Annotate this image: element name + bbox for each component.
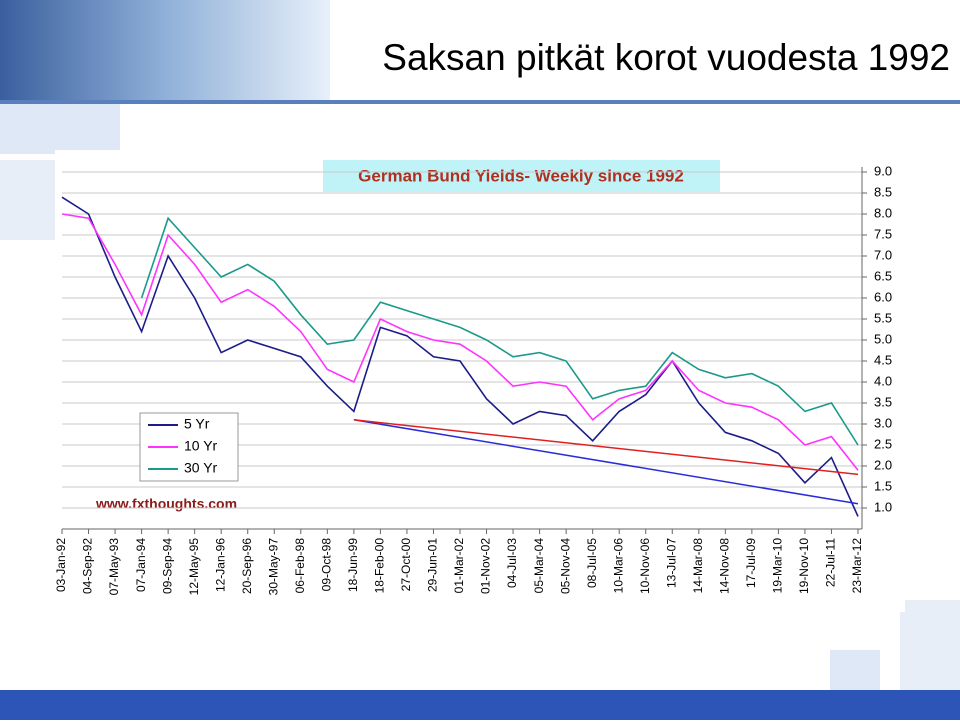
slide-title: Saksan pitkät korot vuodesta 1992 [382,37,950,78]
x-tick-label: 29-Jun-01 [426,538,440,592]
header-image [0,0,330,100]
y-tick-label: 4.0 [874,373,892,388]
y-tick-label: 3.5 [874,394,892,409]
y-tick-label: 2.0 [874,457,892,472]
x-tick-label: 10-Mar-06 [611,538,625,594]
source: www.fxthoughts.com [95,496,237,512]
x-tick-label: 04-Jul-03 [505,538,519,588]
y-tick-label: 8.0 [874,205,892,220]
x-tick-label: 05-Mar-04 [532,538,546,594]
chart-title: German Bund Yields- Weekly since 1992 [358,166,684,185]
x-tick-label: 09-Oct-98 [320,538,334,592]
y-tick-label: 1.0 [874,499,892,514]
x-tick-label: 05-Nov-04 [558,538,572,594]
x-tick-label: 13-Jul-07 [664,538,678,588]
deco [0,104,120,154]
y-tick-label: 7.0 [874,247,892,262]
y-tick-label: 2.5 [874,436,892,451]
x-tick-label: 14-Mar-08 [691,538,705,594]
deco [900,600,960,690]
x-tick-label: 12-Jan-96 [213,538,227,592]
x-tick-label: 08-Jul-05 [585,538,599,588]
chart-title-box [323,160,720,192]
x-tick-label: 10-Nov-06 [638,538,652,594]
x-tick-label: 04-Sep-92 [81,538,95,594]
x-tick-label: 20-Sep-96 [240,538,254,594]
x-tick-label: 19-Mar-10 [771,538,785,594]
x-tick-label: 01-Mar-02 [452,538,466,594]
deco [830,650,880,690]
header-rule [0,100,960,104]
x-tick-label: 03-Jan-92 [54,538,68,592]
legend-label: 5 Yr [184,416,210,432]
x-tick-label: 22-Jul-11 [824,538,838,587]
y-tick-label: 9.0 [874,163,892,178]
y-tick-label: 6.0 [874,289,892,304]
x-tick-label: 09-Sep-94 [160,538,174,594]
x-tick-label: 07-Jan-94 [134,538,148,592]
x-tick-label: 17-Jul-09 [744,538,758,588]
x-tick-label: 07-May-93 [107,538,121,596]
chart-bg [55,150,905,612]
trend-line [353,419,859,476]
x-tick-label: 19-Nov-10 [797,538,811,594]
y-tick-label: 6.5 [874,268,892,283]
series-line [61,196,859,517]
y-tick-label: 5.0 [874,331,892,346]
y-tick-label: 3.0 [874,415,892,430]
y-tick-label: 7.5 [874,226,892,241]
x-tick-label: 14-Nov-08 [718,538,732,594]
x-tick-label: 23-Mar-12 [850,538,864,594]
y-tick-label: 8.5 [874,184,892,199]
plot: 1.0 1.5 2.0 2.5 3.0 3.5 4.0 4.5 5.0 5.5 6.0 6.5 7.0 7… [54,163,892,595]
x-tick-label: 12-May-95 [187,538,201,596]
deco [0,160,55,240]
x-tick-label: 27-Oct-00 [399,538,413,592]
x-tick-label: 30-May-97 [266,538,280,596]
footer-bar [0,690,960,720]
x-tick-label: 06-Feb-98 [293,538,307,594]
y-tick-label: 5.5 [874,310,892,325]
x-tick-label: 18-Feb-00 [373,538,387,594]
legend-label: 30 Yr [184,460,218,476]
y-tick-label: 1.5 [874,478,892,493]
trend-line [353,419,859,505]
series-line [140,216,859,446]
y-tick-label: 4.5 [874,352,892,367]
x-tick-label: 18-Jun-99 [346,538,360,592]
series-line [61,213,859,471]
x-tick-label: 01-Nov-02 [479,538,493,594]
legend-label: 10 Yr [184,438,218,454]
